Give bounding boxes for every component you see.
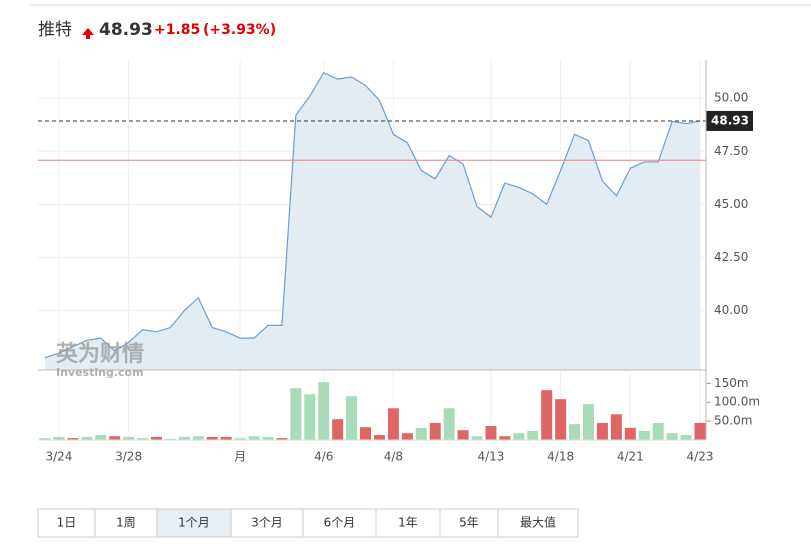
x-tick-label: 4/23 — [687, 450, 714, 464]
volume-bar — [499, 436, 511, 440]
volume-bar — [192, 436, 204, 440]
volume-bar — [346, 396, 358, 440]
volume-bar — [137, 438, 149, 440]
y-tick-label: 47.50 — [714, 144, 748, 158]
volume-bar — [67, 438, 79, 440]
volume-bar — [443, 408, 455, 440]
volume-bar — [680, 435, 692, 440]
volume-bar — [569, 424, 581, 440]
volume-bar — [373, 435, 385, 440]
last-price-box — [706, 110, 753, 131]
range-button-label[interactable]: 1周 — [116, 516, 136, 530]
change: +1.85 — [154, 22, 200, 38]
plot: 48.93 — [38, 60, 753, 441]
watermark-sub: Investing.com — [56, 366, 144, 379]
volume-bar — [81, 436, 93, 440]
range-button-label[interactable]: 1日 — [57, 516, 77, 530]
volume-bar — [652, 423, 664, 440]
y2-tick-label: 100.0m — [714, 395, 760, 409]
x-tick-label: 4/8 — [384, 450, 403, 464]
range-button[interactable] — [94, 508, 158, 538]
volume-bar — [164, 438, 176, 440]
range-button[interactable] — [375, 508, 441, 538]
volume-bar — [318, 382, 330, 440]
x-tick-label: 3/28 — [115, 450, 142, 464]
range-button-label[interactable]: 5年 — [459, 516, 479, 530]
range-button[interactable] — [497, 508, 579, 538]
volume-bar — [150, 436, 162, 440]
volume-bar — [638, 430, 650, 440]
volume-bar — [471, 436, 483, 440]
y2-tick-label: 150m — [714, 376, 749, 390]
x-tick-label: 4/6 — [314, 450, 333, 464]
volume-bar — [624, 427, 636, 440]
range-button[interactable] — [156, 508, 232, 538]
range-button[interactable] — [37, 508, 96, 538]
volume-bar — [513, 433, 525, 440]
volume-bar — [262, 436, 274, 440]
volume-bar — [583, 404, 595, 440]
volume-bar — [610, 414, 622, 440]
volume-bar — [694, 423, 706, 440]
last-price: 48.93 — [99, 20, 153, 40]
volume-bar — [485, 426, 497, 440]
volume-bar — [401, 433, 413, 440]
range-button-label[interactable]: 最大值 — [520, 515, 556, 530]
volume-bar — [109, 436, 121, 440]
price-area — [45, 72, 700, 371]
volume-bar — [541, 390, 553, 440]
volume-bar — [39, 438, 51, 440]
range-button[interactable] — [230, 508, 304, 538]
range-buttons: 1日 1周 1个月 3个月 6个月 1年 5年 最大值 — [37, 508, 579, 538]
range-button-label[interactable]: 3个月 — [251, 516, 283, 530]
volume-bar — [123, 436, 135, 440]
volume-bar — [304, 394, 316, 440]
volume-bar — [206, 436, 218, 440]
up-arrow — [82, 28, 94, 39]
y-tick-label: 50.00 — [714, 91, 748, 105]
range-button-label[interactable]: 1年 — [398, 516, 418, 530]
change-percent: (+3.93%) — [203, 22, 276, 38]
volume-bar — [527, 430, 539, 440]
last-price-label: 48.93 — [711, 113, 749, 127]
x-tick-label: 4/13 — [477, 450, 504, 464]
volume-bar — [387, 408, 399, 440]
volume-bar — [290, 388, 302, 440]
volume-bar — [666, 433, 678, 440]
stock-name: 推特 — [38, 20, 72, 40]
volume-bar — [95, 435, 107, 440]
x-tick-label: 月 — [234, 450, 246, 464]
range-button-label[interactable]: 1个月 — [178, 516, 210, 530]
volume-bar — [178, 436, 190, 440]
y2-tick-label: 50.0m — [714, 414, 752, 428]
price-line — [44, 71, 701, 359]
range-button-label[interactable]: 6个月 — [324, 516, 356, 530]
volume-bar — [360, 427, 372, 440]
x-tick-label: 3/24 — [45, 450, 72, 464]
y-tick-label: 45.00 — [714, 197, 748, 211]
y-tick-label: 40.00 — [714, 303, 748, 317]
volume-bar — [276, 438, 288, 440]
volume-bar — [596, 423, 608, 440]
volume-bar — [234, 438, 246, 440]
watermark: 英为财情 — [56, 341, 144, 367]
volume-bar — [415, 427, 427, 440]
volume-bar — [248, 436, 260, 440]
volume-bar — [53, 436, 65, 440]
range-button[interactable] — [439, 508, 499, 538]
volume-bar — [332, 419, 344, 440]
volume-bar — [457, 430, 469, 440]
x-tick-label: 4/18 — [547, 450, 574, 464]
x-tick-label: 4/21 — [617, 450, 644, 464]
volume-bar — [555, 399, 567, 440]
volume-bar — [429, 423, 441, 440]
volume-bar — [220, 436, 232, 440]
y-tick-label: 42.50 — [714, 250, 748, 264]
